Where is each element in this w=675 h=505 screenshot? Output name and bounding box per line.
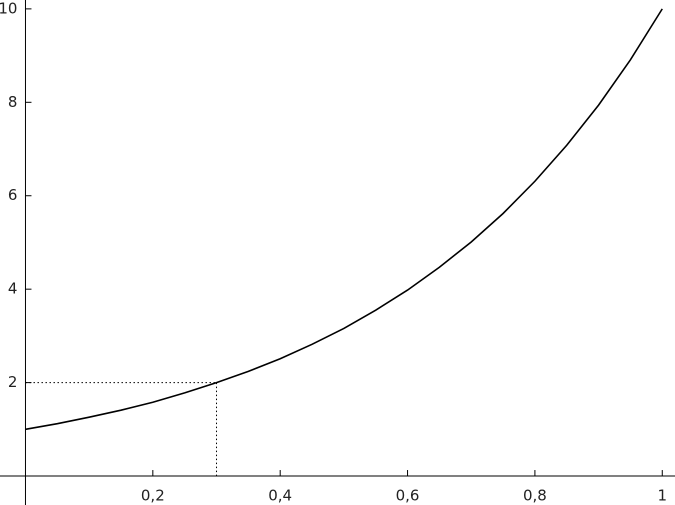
y-tick-label: 4 [8, 280, 18, 298]
x-tick-label: 0,2 [141, 487, 165, 505]
x-tick-label: 1 [657, 487, 667, 505]
x-tick-label: 0,8 [523, 487, 547, 505]
x-tick-label: 0,6 [396, 487, 420, 505]
y-tick-label: 6 [8, 186, 18, 204]
y-tick-label: 8 [8, 93, 18, 111]
y-tick-label: 10 [0, 0, 17, 17]
curve [25, 8, 663, 431]
y-tick-label: 2 [8, 373, 18, 391]
x-tick-label: 0,4 [268, 487, 292, 505]
